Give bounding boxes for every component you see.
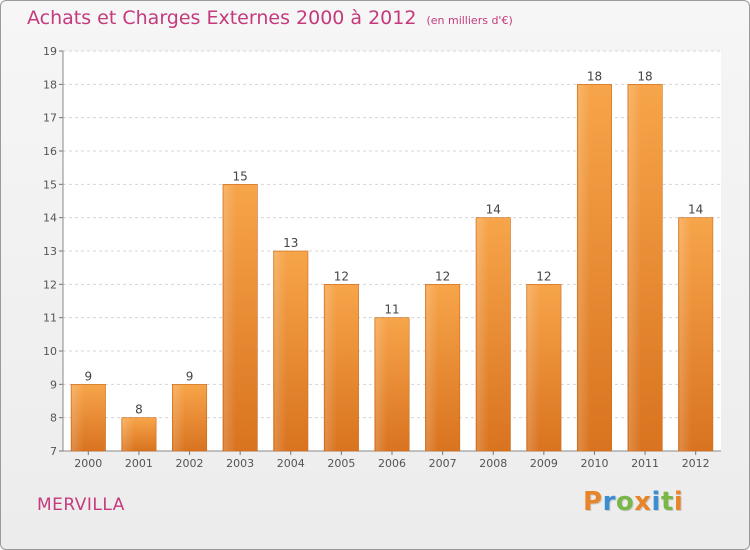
place-name: MERVILLA xyxy=(37,495,125,515)
bar-value-label: 11 xyxy=(384,303,399,317)
bar-value-label: 8 xyxy=(135,403,143,417)
logo-letter: i xyxy=(673,487,684,517)
y-tick-label: 18 xyxy=(43,78,57,91)
y-tick-label: 14 xyxy=(43,212,57,225)
logo-letter: x xyxy=(634,487,652,517)
x-tick-label: 2008 xyxy=(479,457,507,470)
x-tick-label: 2005 xyxy=(327,457,355,470)
x-tick-label: 2002 xyxy=(176,457,204,470)
y-tick-label: 15 xyxy=(43,178,57,191)
chart-title: Achats et Charges Externes 2000 à 2012 (e… xyxy=(27,7,513,29)
bar-value-label: 12 xyxy=(435,269,450,283)
bar-value-label: 14 xyxy=(486,203,501,217)
bar-highlight xyxy=(72,385,85,451)
chart-unit-label: (en milliers d'€) xyxy=(426,14,513,27)
y-tick-label: 10 xyxy=(43,345,57,358)
y-tick-label: 17 xyxy=(43,112,57,125)
bar-highlight xyxy=(527,285,540,451)
y-tick-label: 13 xyxy=(43,245,57,258)
x-tick-label: 2004 xyxy=(277,457,305,470)
y-tick-label: 12 xyxy=(43,278,57,291)
bar-highlight xyxy=(426,285,439,451)
x-tick-label: 2007 xyxy=(429,457,457,470)
y-tick-label: 11 xyxy=(43,312,57,325)
x-tick-label: 2011 xyxy=(631,457,659,470)
logo-letter: t xyxy=(660,487,674,517)
proxiti-logo: Proxiti xyxy=(583,487,683,517)
y-tick-label: 19 xyxy=(43,45,57,58)
bar-value-label: 9 xyxy=(84,369,92,383)
bar-value-label: 9 xyxy=(186,369,194,383)
bar-highlight xyxy=(477,218,490,451)
x-tick-label: 2000 xyxy=(74,457,102,470)
bar-highlight xyxy=(578,85,591,451)
logo-letter: o xyxy=(615,487,635,517)
bar-highlight xyxy=(173,385,186,451)
x-tick-label: 2009 xyxy=(530,457,558,470)
bar-value-label: 12 xyxy=(536,269,551,283)
bar-value-label: 13 xyxy=(283,236,298,250)
bar-value-label: 15 xyxy=(233,169,248,183)
logo-letter: i xyxy=(651,487,661,517)
x-tick-label: 2003 xyxy=(226,457,254,470)
bar-highlight xyxy=(274,252,287,451)
bar-highlight xyxy=(679,218,692,451)
logo-letter: r xyxy=(602,487,616,517)
bar-highlight xyxy=(223,185,236,452)
bar-value-label: 12 xyxy=(334,269,349,283)
bar-value-label: 18 xyxy=(637,69,652,83)
bar-highlight xyxy=(375,318,388,451)
y-tick-label: 8 xyxy=(50,412,57,425)
x-tick-label: 2010 xyxy=(580,457,608,470)
y-tick-label: 7 xyxy=(50,445,57,458)
y-tick-label: 16 xyxy=(43,145,57,158)
x-tick-label: 2006 xyxy=(378,457,406,470)
chart-title-text: Achats et Charges Externes 2000 à 2012 xyxy=(27,7,417,29)
x-tick-label: 2012 xyxy=(682,457,710,470)
bar-highlight xyxy=(122,418,135,451)
bar-highlight xyxy=(628,85,641,451)
bar-highlight xyxy=(325,285,338,451)
x-tick-label: 2001 xyxy=(125,457,153,470)
bar-value-label: 18 xyxy=(587,69,602,83)
bar-value-label: 14 xyxy=(688,203,703,217)
y-tick-label: 9 xyxy=(50,378,57,391)
logo-letter: P xyxy=(583,487,603,517)
